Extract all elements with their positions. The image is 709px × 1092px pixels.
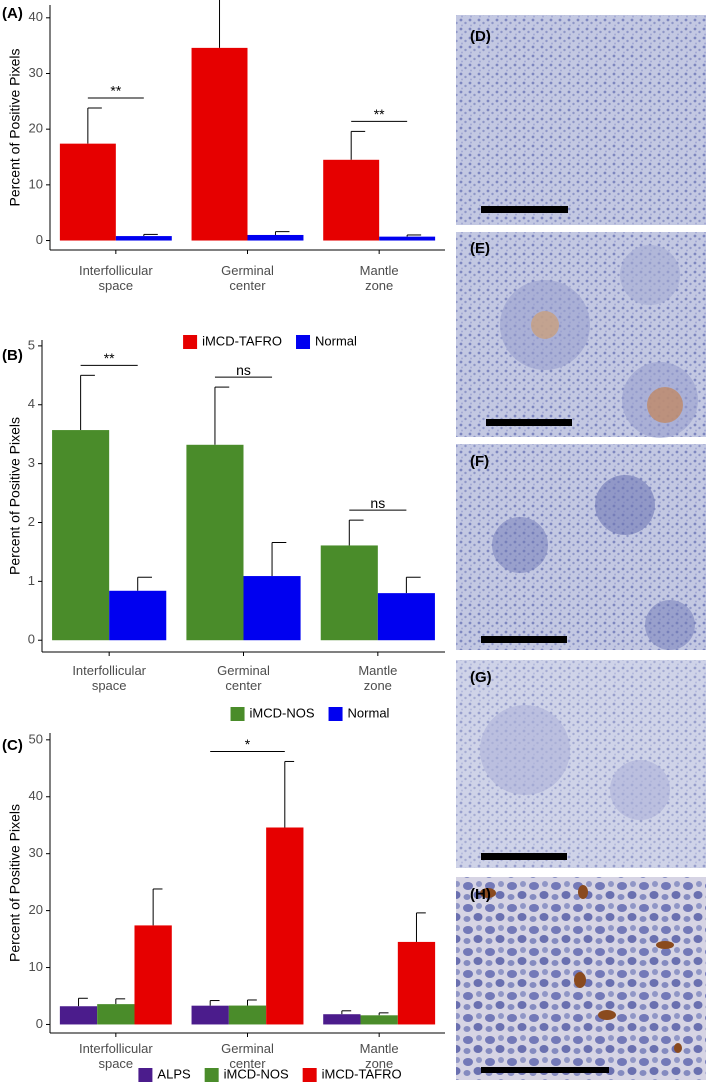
image-g [456,660,706,868]
y-tick-label: 4 [28,396,35,411]
bar [320,545,378,641]
bar [134,925,172,1025]
legend-swatch [302,1068,317,1082]
image-label: (D) [470,28,491,45]
panel-label: (A) [2,5,23,22]
significance-label: ns [236,362,251,378]
bar [52,430,110,641]
bar [109,590,167,641]
y-tick-label: 40 [29,788,43,803]
bar [397,941,436,1025]
image-label: (G) [470,669,492,686]
y-tick-label: 10 [29,959,43,974]
bar [323,1014,361,1025]
legend-swatch [328,707,343,721]
y-tick-label: 0 [36,1016,43,1031]
panel-label: (C) [2,737,23,754]
x-tick-label: Germinal center [217,663,270,693]
legend-label: iMCD-NOS [224,1066,289,1081]
x-tick-label: Germinal center [221,263,274,293]
x-tick-label: Germinal center [221,1041,274,1071]
legend-swatch [138,1068,153,1082]
y-tick-label: 0 [36,232,43,247]
y-tick-label: 20 [29,121,43,136]
bar [243,576,301,641]
bar [186,444,244,641]
legend: iMCD-NOS Normal [230,705,390,721]
bar [247,234,304,241]
legend-swatch [183,335,198,349]
y-tick-label: 30 [29,65,43,80]
image-label: (E) [470,240,490,257]
bar [323,159,380,241]
y-axis-label: Percent of Positive Pixels [7,417,23,575]
y-tick-label: 50 [29,731,43,746]
legend-label: iMCD-NOS [250,705,315,720]
significance-label: * [245,736,251,752]
significance-label: ** [110,83,121,99]
y-tick-label: 3 [28,455,35,470]
y-tick-label: 0 [28,632,35,647]
bar [115,236,172,241]
image-e [456,232,706,438]
legend-label: iMCD-TAFRO [322,1066,402,1081]
y-axis-label: Percent of Positive Pixels [7,49,23,207]
bar [97,1004,135,1025]
legend-label: Normal [315,333,357,348]
legend-swatch [296,335,311,349]
y-tick-label: 40 [29,9,43,24]
bar [191,47,248,241]
bar [191,1005,229,1025]
legend: iMCD-TAFRO Normal [183,333,357,349]
legend-swatch [204,1068,219,1082]
x-tick-label: Mantle zone [358,663,397,693]
x-tick-label: Mantle zone [360,1041,399,1071]
bar [377,593,435,641]
x-tick-label: Interfollicular space [79,1041,153,1071]
bar [59,143,116,241]
image-h [456,877,706,1080]
y-tick-label: 20 [29,902,43,917]
legend: ALPS iMCD-NOS iMCD-TAFRO [138,1066,402,1082]
legend-label: Normal [348,705,390,720]
y-tick-label: 1 [28,573,35,588]
panel-label: (B) [2,347,23,364]
bar [59,1006,98,1025]
y-tick-label: 30 [29,845,43,860]
significance-label: ns [370,495,385,511]
y-tick-label: 2 [28,514,35,529]
x-tick-label: Interfollicular space [72,663,146,693]
y-tick-label: 5 [28,337,35,352]
x-tick-label: Interfollicular space [79,263,153,293]
legend-swatch [230,707,245,721]
image-d [456,15,706,225]
x-tick-label: Mantle zone [360,263,399,293]
legend-label: ALPS [157,1066,191,1081]
bar [379,236,436,241]
y-axis-label: Percent of Positive Pixels [7,804,23,962]
image-f [456,444,706,650]
image-label: (H) [470,886,491,903]
legend-label: iMCD-TAFRO [202,333,282,348]
significance-label: ** [104,350,115,366]
bar [228,1005,267,1025]
significance-label: ** [374,106,385,122]
y-tick-label: 10 [29,176,43,191]
bar [360,1015,398,1025]
image-label: (F) [470,453,489,470]
bar [266,827,304,1025]
